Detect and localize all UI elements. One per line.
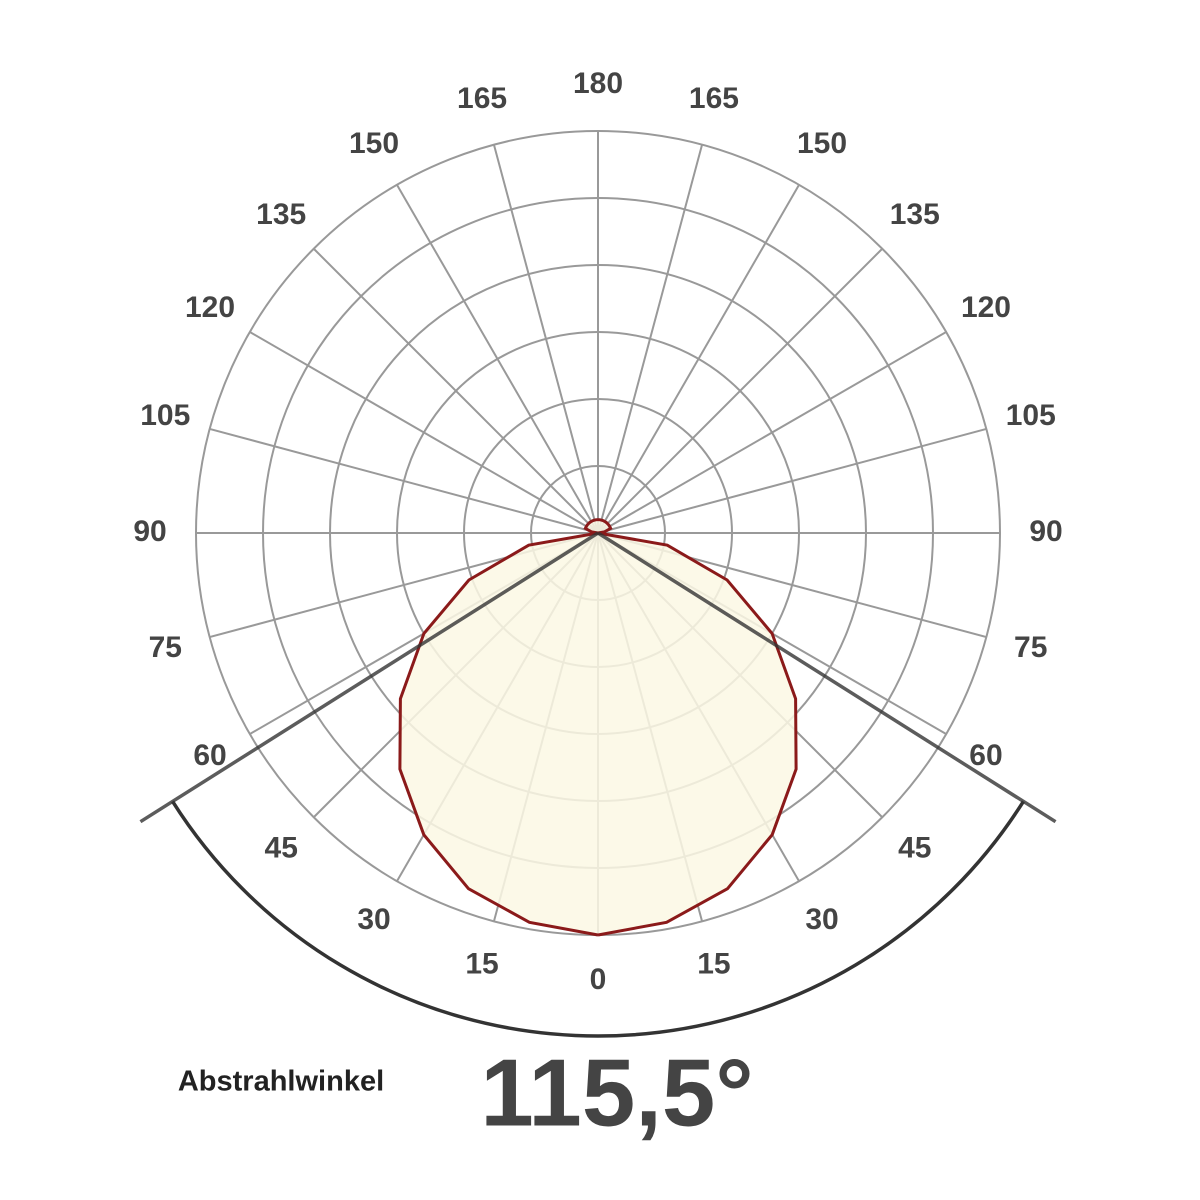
angle-label: 0 — [590, 963, 607, 996]
angle-label: 105 — [1006, 399, 1056, 432]
angle-label: 75 — [149, 631, 182, 664]
grid-spoke — [597, 248, 883, 534]
angle-label: 15 — [697, 948, 730, 981]
grid-spoke — [597, 331, 947, 534]
curves — [398, 518, 798, 937]
angle-label: 45 — [898, 832, 931, 865]
grid-spoke — [597, 184, 800, 534]
grid-spoke — [597, 427, 987, 534]
beam-angle-title: Abstrahlwinkel — [178, 1066, 384, 1098]
beam-arc — [171, 800, 1025, 1038]
angle-label: 150 — [797, 127, 847, 160]
grid-spoke — [313, 248, 599, 534]
angle-label: 105 — [140, 399, 190, 432]
angle-label: 150 — [349, 127, 399, 160]
angle-label: 180 — [573, 67, 623, 100]
beam-line — [139, 531, 599, 824]
angle-label: 120 — [961, 291, 1011, 324]
angle-label: 90 — [1029, 515, 1062, 548]
angle-label: 165 — [457, 82, 507, 115]
grid-spoke — [492, 144, 599, 534]
grid-spoke — [396, 184, 599, 534]
angle-label: 135 — [890, 198, 940, 231]
angle-label: 120 — [185, 291, 235, 324]
angle-label: 135 — [256, 198, 306, 231]
angle-label: 15 — [465, 948, 498, 981]
grid-spoke — [249, 331, 599, 534]
intensity-curve — [398, 518, 599, 937]
beam-angle-value: 115,5° — [480, 1039, 753, 1146]
angle-label: 90 — [133, 515, 166, 548]
angle-label: 30 — [357, 903, 390, 936]
angle-label: 60 — [193, 739, 226, 772]
angle-label: 45 — [265, 832, 298, 865]
grid-spoke — [597, 144, 704, 534]
beam-line — [597, 531, 1057, 824]
grid-spoke — [209, 427, 599, 534]
angle-label: 30 — [805, 903, 838, 936]
intensity-curve — [597, 518, 798, 937]
angle-label: 60 — [969, 739, 1002, 772]
angle-label: 165 — [689, 82, 739, 115]
angle-label: 75 — [1014, 631, 1047, 664]
